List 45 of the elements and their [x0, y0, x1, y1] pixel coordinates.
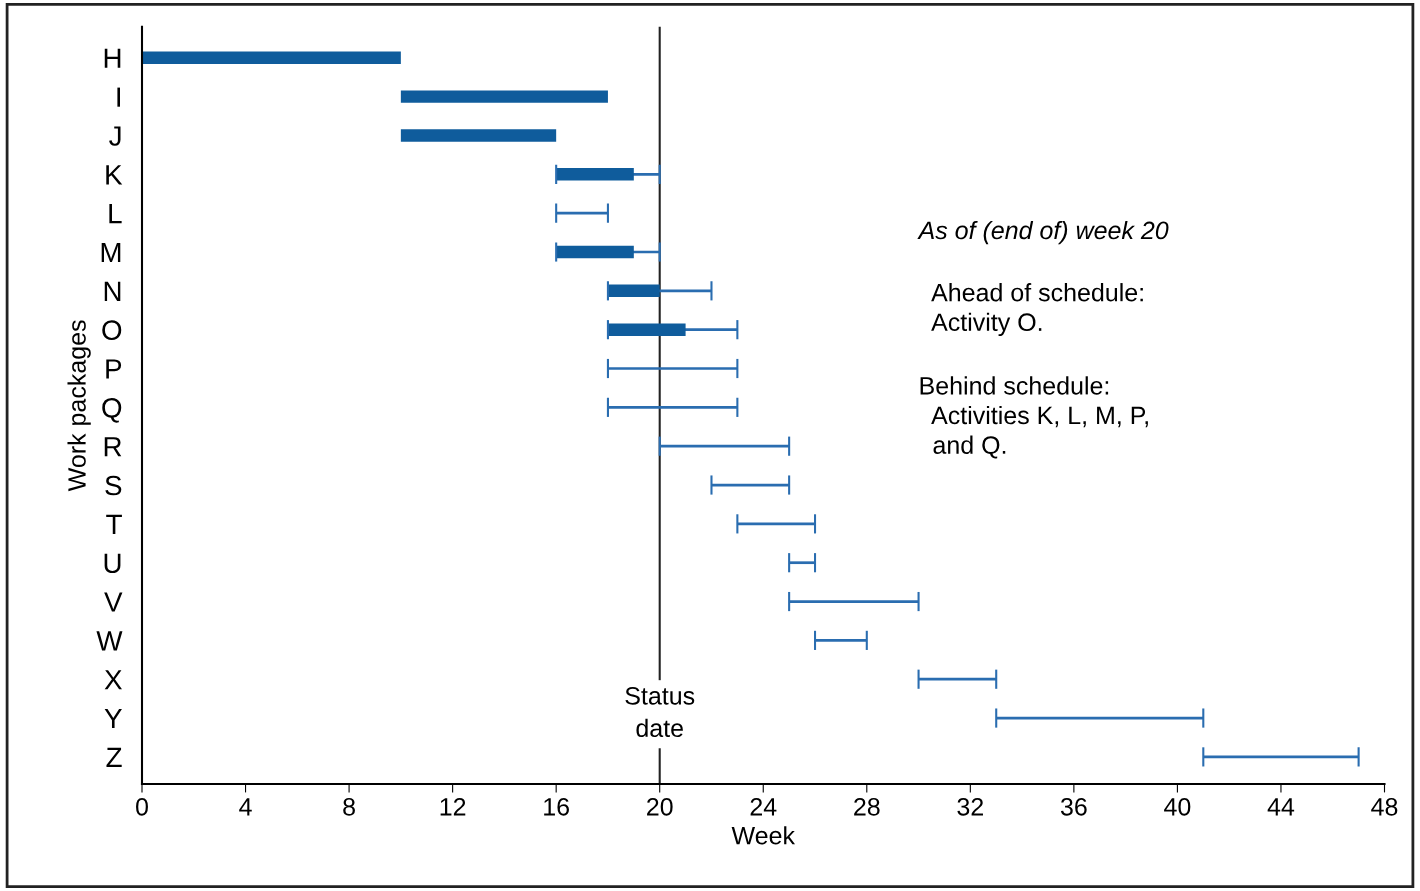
bar: [142, 51, 401, 65]
y-tick-label: V: [104, 592, 123, 612]
x-tick-label: 20: [647, 797, 673, 816]
x-tick-label: 24: [750, 797, 777, 816]
x-tick-label: 36: [1060, 797, 1087, 816]
x-tick-label: 48: [1371, 797, 1398, 816]
x-tick-label: 40: [1164, 797, 1191, 816]
y-tick-label: L: [109, 204, 122, 224]
y-tick-label: M: [101, 242, 121, 263]
bar: [556, 168, 634, 181]
y-tick-label: N: [104, 281, 121, 301]
ref-line-label: Status date: [625, 687, 695, 738]
y-tick-label: T: [106, 514, 122, 534]
y-tick-label: P: [106, 359, 122, 379]
y-tick-label: I: [117, 87, 120, 107]
bar: [607, 284, 660, 298]
y-tick-label: Z: [106, 747, 122, 767]
annotation: Ahead of schedule: Activity O.: [931, 283, 1143, 337]
y-tick-label: S: [105, 475, 122, 496]
y-tick-label: Q: [102, 398, 122, 423]
bar: [607, 323, 686, 336]
y-axis-title: Work packages: [67, 320, 91, 492]
bar: [556, 245, 634, 259]
y-tick-label: R: [104, 437, 122, 457]
x-tick-label: 12: [440, 797, 466, 816]
annotation: Behind schedule: Activities K, L, M, P, and Q.: [920, 376, 1148, 459]
y-tick-label: H: [104, 48, 121, 68]
y-tick-label: J: [109, 126, 121, 146]
annotation: As of (end of) week 20: [917, 220, 1169, 245]
bar: [400, 90, 608, 103]
y-tick-label: X: [104, 670, 122, 690]
x-tick-label: 0: [136, 797, 148, 816]
bar: [400, 129, 557, 142]
x-axis-title: Week: [731, 826, 796, 845]
y-tick-label: Y: [104, 709, 122, 729]
x-tick-label: 8: [343, 797, 355, 816]
x-tick-label: 44: [1267, 798, 1295, 816]
x-tick-label: 16: [544, 797, 569, 816]
y-tick-label: K: [106, 165, 123, 185]
y-tick-label: U: [104, 553, 121, 574]
x-tick-label: 32: [957, 797, 983, 816]
x-tick-label: 4: [239, 798, 252, 816]
x-tick-label: 28: [854, 797, 880, 816]
y-tick-label: O: [102, 320, 122, 341]
y-tick-label: W: [96, 631, 123, 651]
